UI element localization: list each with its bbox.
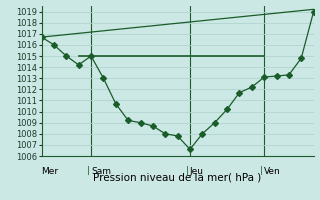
X-axis label: Pression niveau de la mer( hPa ): Pression niveau de la mer( hPa )	[93, 173, 262, 183]
Text: Ven: Ven	[264, 167, 281, 176]
Text: Jeu: Jeu	[190, 167, 204, 176]
Text: Sam: Sam	[91, 167, 111, 176]
Text: Mer: Mer	[42, 167, 59, 176]
Text: |: |	[260, 166, 263, 175]
Text: |: |	[87, 166, 90, 175]
Text: |: |	[186, 166, 189, 175]
